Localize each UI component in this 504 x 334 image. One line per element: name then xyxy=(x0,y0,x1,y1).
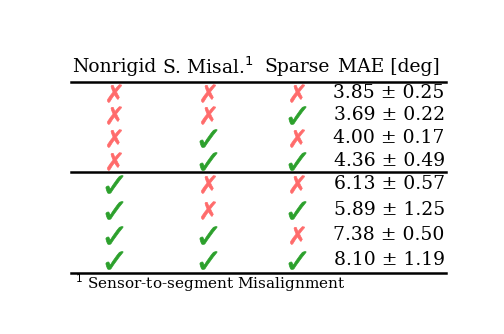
Text: 6.13 ± 0.57: 6.13 ± 0.57 xyxy=(334,175,445,193)
Text: 4.00 ± 0.17: 4.00 ± 0.17 xyxy=(334,129,445,147)
Text: S. Misal.$^1$: S. Misal.$^1$ xyxy=(161,56,254,78)
Text: 5.89 ± 1.25: 5.89 ± 1.25 xyxy=(334,201,445,219)
Text: 8.10 ± 1.19: 8.10 ± 1.19 xyxy=(334,251,445,269)
Text: 3.85 ± 0.25: 3.85 ± 0.25 xyxy=(334,84,445,102)
Text: MAE [deg]: MAE [deg] xyxy=(338,58,440,76)
Text: 4.36 ± 0.49: 4.36 ± 0.49 xyxy=(334,152,445,169)
Text: Sparse: Sparse xyxy=(265,58,330,76)
Text: 3.69 ± 0.22: 3.69 ± 0.22 xyxy=(334,107,445,125)
Text: $^1$ Sensor-to-segment Misalignment: $^1$ Sensor-to-segment Misalignment xyxy=(75,272,345,294)
Text: 7.38 ± 0.50: 7.38 ± 0.50 xyxy=(334,226,445,244)
Text: Nonrigid: Nonrigid xyxy=(72,58,156,76)
